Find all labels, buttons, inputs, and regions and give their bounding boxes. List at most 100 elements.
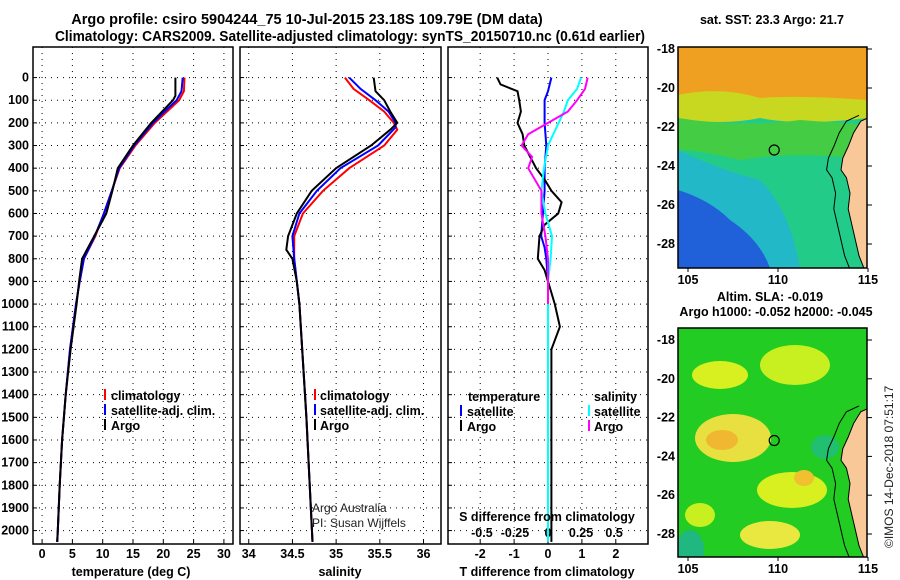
legend-swatch-argo [104,419,106,430]
plot-frame [239,46,442,545]
lat-tick-label: -18 [657,42,675,56]
sst-cold-region [678,190,770,268]
y-tick-label: 1600 [1,433,29,447]
y-tick-label: 1500 [1,410,29,424]
lat-tick-label: -26 [657,488,675,502]
lon-tick-label: 115 [858,562,878,576]
legend-s-argo: Argo [594,420,624,434]
x-tick-label: 34.5 [280,547,304,561]
sst-map-title: sat. SST: 23.3 Argo: 21.7 [700,13,844,27]
sla-anomaly-blob [760,345,830,385]
profile-lines [285,76,399,542]
sst-map: -18 -20 -22 -24 -26 -28 105 110 115 [657,42,878,287]
legend-argo: Argo [320,419,350,433]
legend-swatch-t-argo [460,420,462,431]
x-tick-label: 5 [69,547,76,561]
y-tick-label: 1000 [1,297,29,311]
difference-panel: -2 -1 0 1 2-0.5 -0.25 0 0.25 0.5 [447,46,649,561]
lon-tick-label: 110 [768,562,788,576]
legend-swatch-argo [314,419,316,430]
sla-map-title-1: Altim. SLA: -0.019 [717,290,823,304]
y-tick-label: 1300 [1,365,29,379]
map-field [678,47,867,268]
legend-t-argo: Argo [467,420,497,434]
x-tick-label: 0 [545,547,552,561]
sst-mid-region [678,118,867,160]
s-tick-label: 0.25 [569,526,593,540]
title-line-2: Climatology: CARS2009. Satellite-adjuste… [55,29,645,45]
temperature-panel: 0100200300400500600700800900100011001200… [1,46,234,561]
profile-line-t-satellite [540,77,553,542]
x-tick-label: 15 [126,547,140,561]
s-tick-label: 0.5 [605,526,622,540]
legend-swatch-satellite [314,404,316,415]
sla-anomaly-blob [740,521,800,549]
legend-t-satellite: satellite [467,405,514,419]
sla-map: -18 -20 -22 -24 -26 -28 105 110 115 [657,327,878,576]
isobath-line [826,114,860,268]
legend-salinity-heading: salinity [594,390,637,404]
lat-tick-label: -24 [657,449,675,463]
salinity-panel: 34 34.5 35 35.5 36 [239,46,442,561]
legend-argo: Argo [111,419,141,433]
lat-tick-label: -28 [657,527,675,541]
x-tick-label: 1 [578,547,585,561]
y-tick-label: 700 [8,229,29,243]
legend-swatch-climatology [314,389,316,400]
profile-line-s-argo [520,77,589,305]
y-tick-label: 1800 [1,478,29,492]
legend-swatch-t-satellite [460,405,462,416]
x-tick-label: 0 [39,547,46,561]
sla-anomaly-blob [706,430,738,450]
map-field [678,328,867,557]
argo-float-marker [768,144,780,156]
lon-tick-label: 115 [858,273,878,287]
lon-tick-label: 105 [678,273,699,287]
y-tick-label: 2000 [1,524,29,538]
lat-tick-label: -20 [657,372,675,386]
x-tick-label: -1 [509,547,520,561]
x-tick-label: -2 [475,547,486,561]
sla-anomaly-blob [811,435,839,459]
legend-temperature-heading: temperature [468,390,540,404]
sla-anomaly-blob [692,361,748,389]
argo-float-marker [768,434,780,447]
lat-tick-label: -22 [657,120,675,134]
legend-s-satellite: satellite [594,405,641,419]
legend-swatch-s-argo [588,420,590,431]
sla-anomaly-blob [678,530,704,557]
profile-line-argo [56,77,177,542]
y-tick-label: 100 [8,93,29,107]
temperature-xlabel: temperature (deg C) [72,565,191,579]
land-western-australia [840,408,867,557]
sla-map-title-2: Argo h1000: -0.052 h2000: -0.045 [679,305,872,319]
lat-tick-label: -18 [657,333,675,347]
sla-anomaly-blob [794,470,814,486]
y-tick-label: 800 [8,252,29,266]
y-tick-label: 1700 [1,456,29,470]
y-tick-label: 0 [22,71,29,85]
legend-swatch-satellite [104,404,106,415]
legend-climatology: climatology [320,389,390,403]
x-tick-label: 35 [329,547,343,561]
y-tick-label: 1100 [2,320,29,334]
sst-transition-region [678,91,867,122]
y-tick-label: 1200 [1,342,29,356]
imos-watermark: ©IMOS 14-Dec-2018 07:51:17 [882,385,896,548]
map-frame [677,46,868,269]
y-tick-label: 300 [8,139,29,153]
annotation-pi: PI: Susan Wijffels [312,516,406,530]
y-tick-label: 500 [8,184,29,198]
legend-swatch-climatology [104,389,106,400]
temperature-legend: climatology satellite-adj. clim. Argo [104,389,215,433]
legend-satellite: satellite-adj. clim. [320,404,424,418]
y-tick-label: 200 [8,116,29,130]
difference-legend: temperature satellite Argo salinity sate… [460,390,641,434]
lat-tick-label: -20 [657,81,675,95]
s-tick-label: -0.25 [501,526,530,540]
y-tick-label: 900 [8,274,29,288]
salinity-xlabel: salinity [318,565,361,579]
legend-swatch-s-satellite [588,405,590,416]
profile-lines [496,77,589,542]
